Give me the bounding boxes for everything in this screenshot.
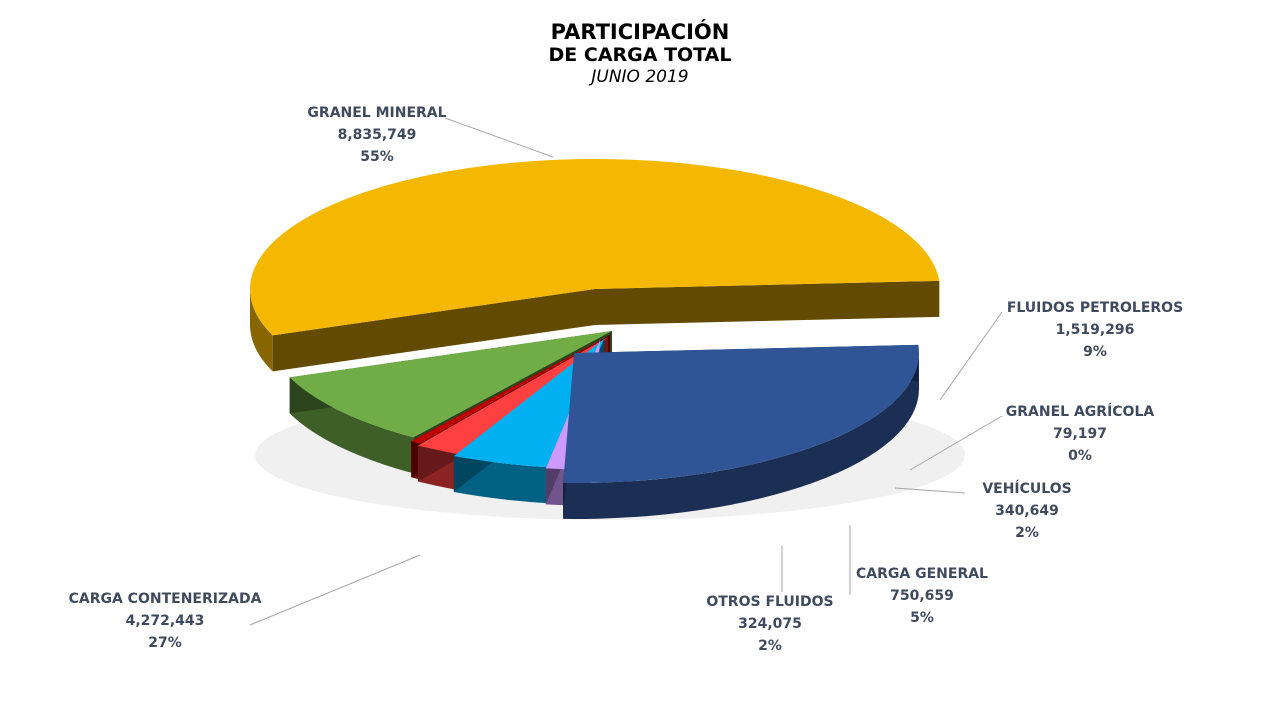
slice-percent: 0% (1068, 448, 1092, 464)
pie-cut-face (272, 289, 595, 372)
leader-line (249, 554, 421, 626)
leader-line (909, 415, 1003, 471)
leader-line (444, 117, 554, 158)
pie-slice-fluidos-petroleros (289, 331, 612, 438)
pie-wall-carga-contenerizada (563, 353, 919, 520)
slice-label: GRANEL MINERAL (307, 105, 446, 121)
slice-value: 750,659 (890, 588, 954, 604)
slice-value: 79,197 (1053, 426, 1107, 442)
slice-label: FLUIDOS PETROLEROS (1007, 300, 1183, 316)
slice-value: 324,075 (738, 616, 802, 632)
slice-percent: 9% (1083, 344, 1107, 360)
slice-percent: 55% (360, 149, 394, 165)
pie-slice-granel-agrícola (411, 335, 610, 444)
slice-value: 4,272,443 (126, 613, 205, 629)
slice-percent: 27% (148, 635, 182, 651)
chart-title-line-2: DE CARGA TOTAL (548, 44, 732, 66)
slice-percent: 2% (1015, 525, 1039, 541)
pie-slice-carga-contenerizada (563, 344, 919, 483)
pie-slice-carga-general (453, 339, 604, 468)
chart-title: PARTICIPACIÓN DE CARGA TOTAL JUNIO 2019 (440, 20, 840, 88)
slice-label: CARGA CONTENERIZADA (69, 591, 262, 607)
leader-line (894, 487, 966, 494)
slice-value: 1,519,296 (1056, 322, 1135, 338)
pie-cut-face (595, 280, 940, 325)
pie-top-faces (250, 159, 940, 483)
slice-label: VEHÍCULOS (982, 480, 1071, 497)
slice-label: OTROS FLUIDOS (706, 594, 833, 610)
pie-slice-vehículos (418, 337, 608, 455)
pie-wall-granel-mineral (250, 289, 273, 372)
slice-label: CARGA GENERAL (856, 566, 988, 582)
chart-title-line-3: JUNIO 2019 (591, 67, 689, 87)
chart-title-line-1: PARTICIPACIÓN (550, 20, 730, 44)
pie-labels: GRANEL MINERAL 8,835,749 55% FLUIDOS PETROL… (69, 105, 1184, 654)
pie-slice-granel-mineral (250, 159, 940, 336)
slice-percent: 2% (758, 638, 782, 654)
slice-value: 8,835,749 (338, 127, 417, 143)
slice-percent: 5% (910, 610, 934, 626)
slice-value: 340,649 (995, 503, 1059, 519)
slice-label: GRANEL AGRÍCOLA (1006, 403, 1155, 420)
leader-line (939, 311, 1003, 401)
